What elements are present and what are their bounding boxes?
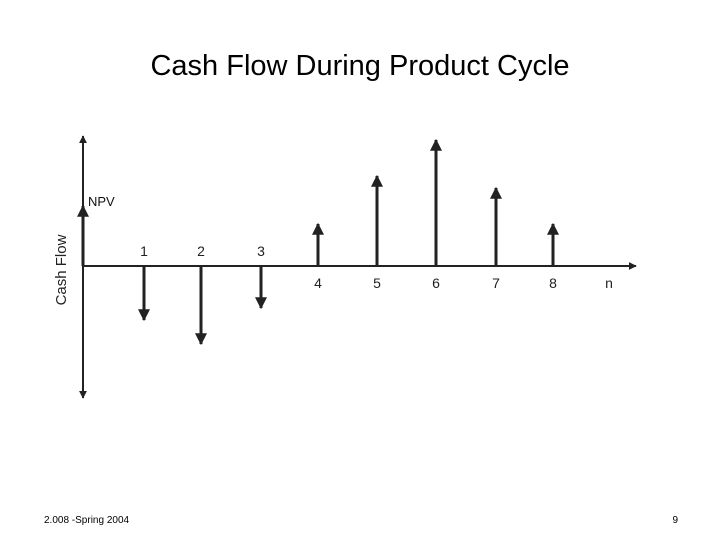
period-label-n: n [605,275,613,291]
period-label-4: 4 [314,275,322,291]
npv-label: NPV [88,194,115,209]
period-label-3: 3 [257,243,265,259]
period-label-7: 7 [492,275,500,291]
period-label-6: 6 [432,275,440,291]
period-label-8: 8 [549,275,557,291]
cash-flow-arrows [77,138,559,346]
course-footer: 2.008 -Spring 2004 [44,515,130,526]
slide-title: Cash Flow During Product Cycle [150,50,570,82]
period-label-1: 1 [140,243,148,259]
period-label-2: 2 [197,243,205,259]
y-axis-label: Cash Flow [53,234,70,305]
page-number: 9 [672,515,678,526]
period-label-5: 5 [373,275,381,291]
